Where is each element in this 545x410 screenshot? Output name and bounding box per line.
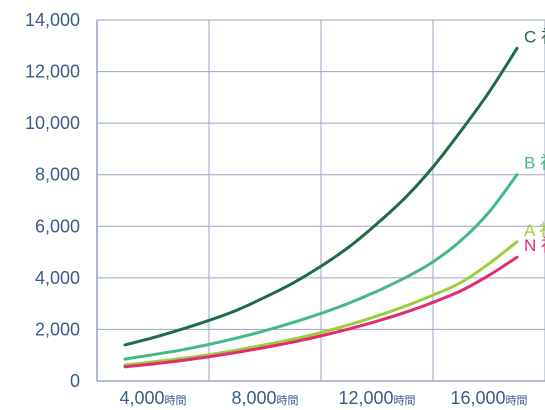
y-tick-label: 14,000 <box>25 10 80 30</box>
y-tick-label: 12,000 <box>25 62 80 82</box>
y-tick-label: 10,000 <box>25 113 80 133</box>
x-tick-label: 8,000時間 <box>231 388 298 408</box>
y-tick-label: 8,000 <box>35 165 80 185</box>
series-label-n: N 社 <box>524 236 545 255</box>
y-tick-label: 2,000 <box>35 319 80 339</box>
y-axis-tick-labels: 0 2,000 4,000 6,000 8,000 10,000 12,000 14,000 <box>25 10 80 391</box>
series-lines <box>123 46 519 369</box>
series-line-b <box>123 173 519 361</box>
x-tick-label: 4,000時間 <box>119 388 186 408</box>
series-label-c: C 社 <box>524 27 545 46</box>
y-tick-label: 0 <box>70 371 80 391</box>
series-line-a <box>123 240 519 367</box>
y-tick-label: 6,000 <box>35 216 80 236</box>
series-line-n <box>123 255 519 369</box>
series-line-c <box>123 46 519 347</box>
series-labels: C 社 B 社 A 社N 社 <box>524 27 545 255</box>
y-tick-label: 4,000 <box>35 268 80 288</box>
x-axis-tick-labels: 4,000時間 8,000時間 12,000時間 16,000時間 <box>119 388 527 408</box>
x-tick-label: 12,000時間 <box>338 388 415 408</box>
series-label-a: A 社 <box>524 221 545 240</box>
series-label-b: B 社 <box>524 154 545 173</box>
x-tick-label: 16,000時間 <box>450 388 527 408</box>
